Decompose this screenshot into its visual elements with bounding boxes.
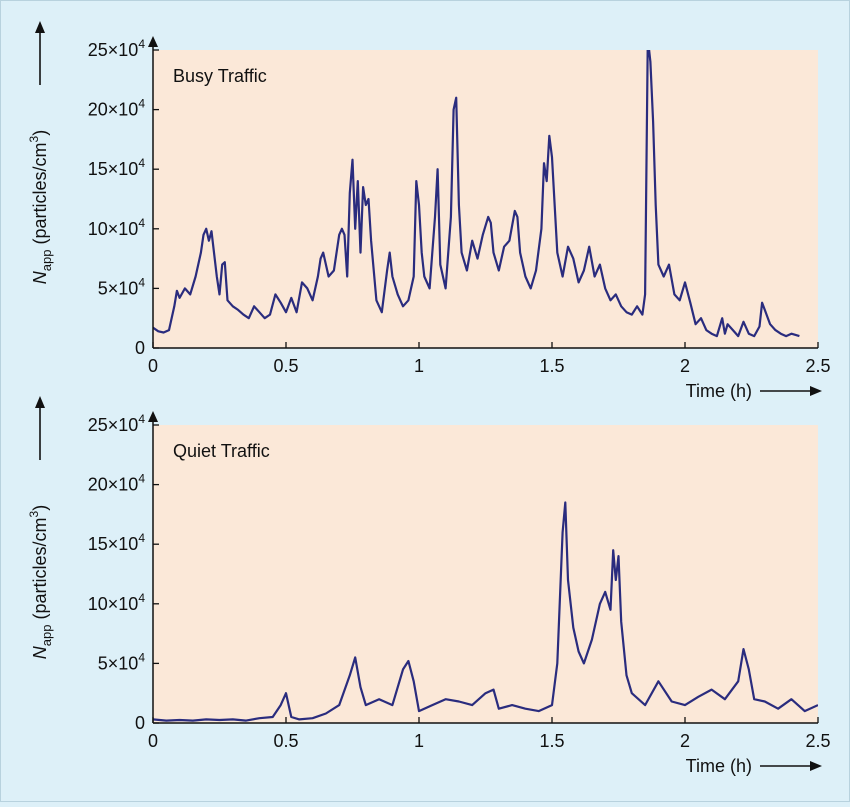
plot-area (153, 425, 818, 723)
y-axis-label-group: Napp (particles/cm3) (27, 21, 54, 284)
y-tick-label-exponent: 4 (138, 275, 145, 289)
y-tick-label-base: 10×10 (88, 594, 139, 614)
x-tick-label: 1.5 (539, 731, 564, 751)
y-tick-label: 5×104 (98, 650, 146, 673)
y-tick-label: 20×104 (88, 472, 146, 495)
x-tick-label: 2.5 (805, 731, 830, 751)
x-axis-label-arrow-head (810, 386, 822, 396)
y-axis-label-unit: (particles/cm (30, 517, 50, 624)
y-tick-label-exponent: 4 (138, 37, 145, 51)
y-axis-label-unit-exponent: 3 (27, 135, 41, 142)
y-axis-label-unit-close: ) (30, 130, 50, 136)
chart-panel-1: 0 0.5 1 1.5 2 2.505×10410×10415×10420×10425×1… (27, 21, 831, 401)
y-tick-label: 25×104 (88, 412, 146, 435)
data-line-series (153, 50, 800, 338)
y-tick-label-exponent: 4 (138, 650, 145, 664)
x-tick-label: 2.5 (805, 356, 830, 376)
x-tick-label: 2 (680, 356, 690, 376)
x-tick-label: 0 (148, 731, 158, 751)
y-tick-label: 5×104 (98, 275, 146, 298)
y-axis-label: Napp (particles/cm3) (27, 130, 54, 284)
x-tick-label: 1.5 (539, 356, 564, 376)
y-tick-label-base: 5×10 (98, 653, 139, 673)
y-axis-arrow (148, 36, 158, 47)
y-axis-label-subscript: app (39, 250, 54, 272)
y-tick-label: 0 (135, 338, 145, 358)
y-axis-label-unit-close: ) (30, 505, 50, 511)
x-tick-label: 0.5 (273, 356, 298, 376)
x-axis-label: Time (h) (686, 381, 752, 401)
y-tick-label-base: 0 (135, 713, 145, 733)
y-tick-label: 10×104 (88, 216, 146, 239)
y-tick-label: 10×104 (88, 591, 146, 614)
y-tick-label: 0 (135, 713, 145, 733)
x-tick-label: 0.5 (273, 731, 298, 751)
x-tick-label: 1 (414, 731, 424, 751)
y-tick-label-base: 10×10 (88, 219, 139, 239)
y-axis-label-unit-exponent: 3 (27, 510, 41, 517)
y-tick-label: 15×104 (88, 531, 146, 554)
y-tick-label-exponent: 4 (138, 412, 145, 426)
y-tick-label-exponent: 4 (138, 531, 145, 545)
y-tick-label-base: 0 (135, 338, 145, 358)
y-axis-label-symbol: N (30, 270, 50, 284)
y-tick-label-base: 20×10 (88, 100, 139, 120)
x-tick-label: 1 (414, 356, 424, 376)
panel-annotation: Busy Traffic (173, 66, 267, 86)
y-tick-label-exponent: 4 (138, 472, 145, 486)
y-tick-label-base: 25×10 (88, 40, 139, 60)
y-tick-label: 25×104 (88, 37, 146, 60)
y-tick-label-base: 15×10 (88, 159, 139, 179)
y-axis-label-arrow-head (35, 396, 45, 408)
x-tick-label: 2 (680, 731, 690, 751)
y-axis-label-unit: (particles/cm (30, 142, 50, 249)
y-tick-label-exponent: 4 (138, 97, 145, 111)
x-axis-label-arrow-head (810, 761, 822, 771)
y-axis-arrow (148, 411, 158, 422)
data-line-series (153, 501, 818, 722)
y-axis-label: Napp (particles/cm3) (27, 505, 54, 659)
y-tick-label-base: 20×10 (88, 475, 139, 495)
x-axis-label: Time (h) (686, 756, 752, 776)
y-tick-label-exponent: 4 (138, 156, 145, 170)
chart-panel-2: 0 0.5 1 1.5 2 2.505×10410×10415×10420×10425×1… (27, 396, 831, 776)
y-tick-label: 15×104 (88, 156, 146, 179)
y-axis-label-group: Napp (particles/cm3) (27, 396, 54, 659)
y-axis-label-subscript: app (39, 625, 54, 647)
y-tick-label-base: 5×10 (98, 278, 139, 298)
x-tick-label: 0 (148, 356, 158, 376)
y-tick-label-base: 15×10 (88, 534, 139, 554)
y-tick-label-base: 25×10 (88, 415, 139, 435)
plot-area (153, 50, 818, 348)
y-tick-label-exponent: 4 (138, 216, 145, 230)
y-axis-label-symbol: N (30, 645, 50, 659)
panel-annotation: Quiet Traffic (173, 441, 270, 461)
y-axis-label-arrow-head (35, 21, 45, 33)
y-tick-label: 20×104 (88, 97, 146, 120)
y-tick-label-exponent: 4 (138, 591, 145, 605)
